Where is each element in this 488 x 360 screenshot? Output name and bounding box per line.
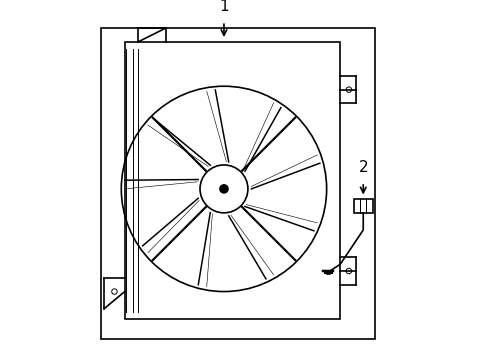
Circle shape <box>111 289 117 294</box>
Bar <box>353 199 372 213</box>
Circle shape <box>208 174 239 204</box>
Bar <box>124 42 340 319</box>
Text: 2: 2 <box>358 160 367 175</box>
Circle shape <box>346 87 351 93</box>
Circle shape <box>220 185 227 193</box>
Circle shape <box>346 268 351 274</box>
Bar <box>101 28 374 339</box>
Text: 1: 1 <box>219 0 228 14</box>
